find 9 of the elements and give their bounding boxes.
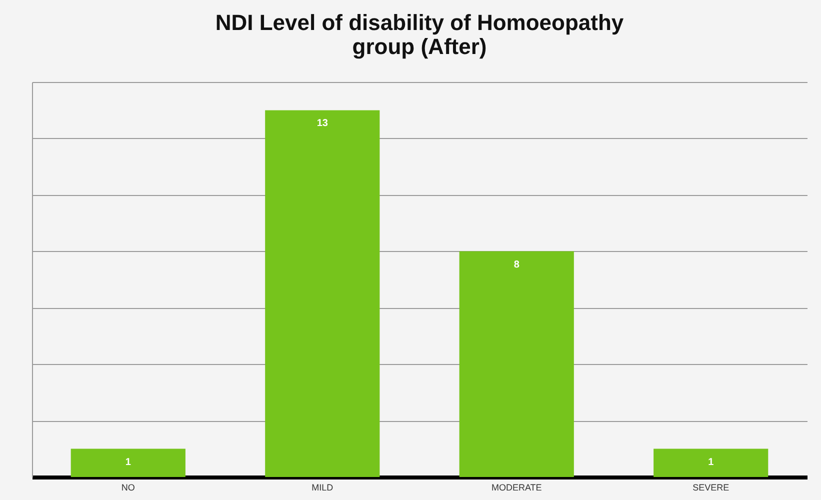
data-label: 1: [708, 456, 714, 468]
x-tick-label: SEVERE: [692, 482, 730, 492]
data-label: 1: [125, 456, 132, 468]
x-tick-label: NO: [121, 482, 135, 492]
chart-title: NDI Level of disability of Homoeopathy group (After): [215, 10, 624, 59]
data-label: 8: [514, 259, 520, 270]
x-tick-label: MILD: [312, 482, 334, 492]
x-tick-label: MODERATE: [491, 482, 542, 492]
data-label: 13: [316, 118, 328, 130]
